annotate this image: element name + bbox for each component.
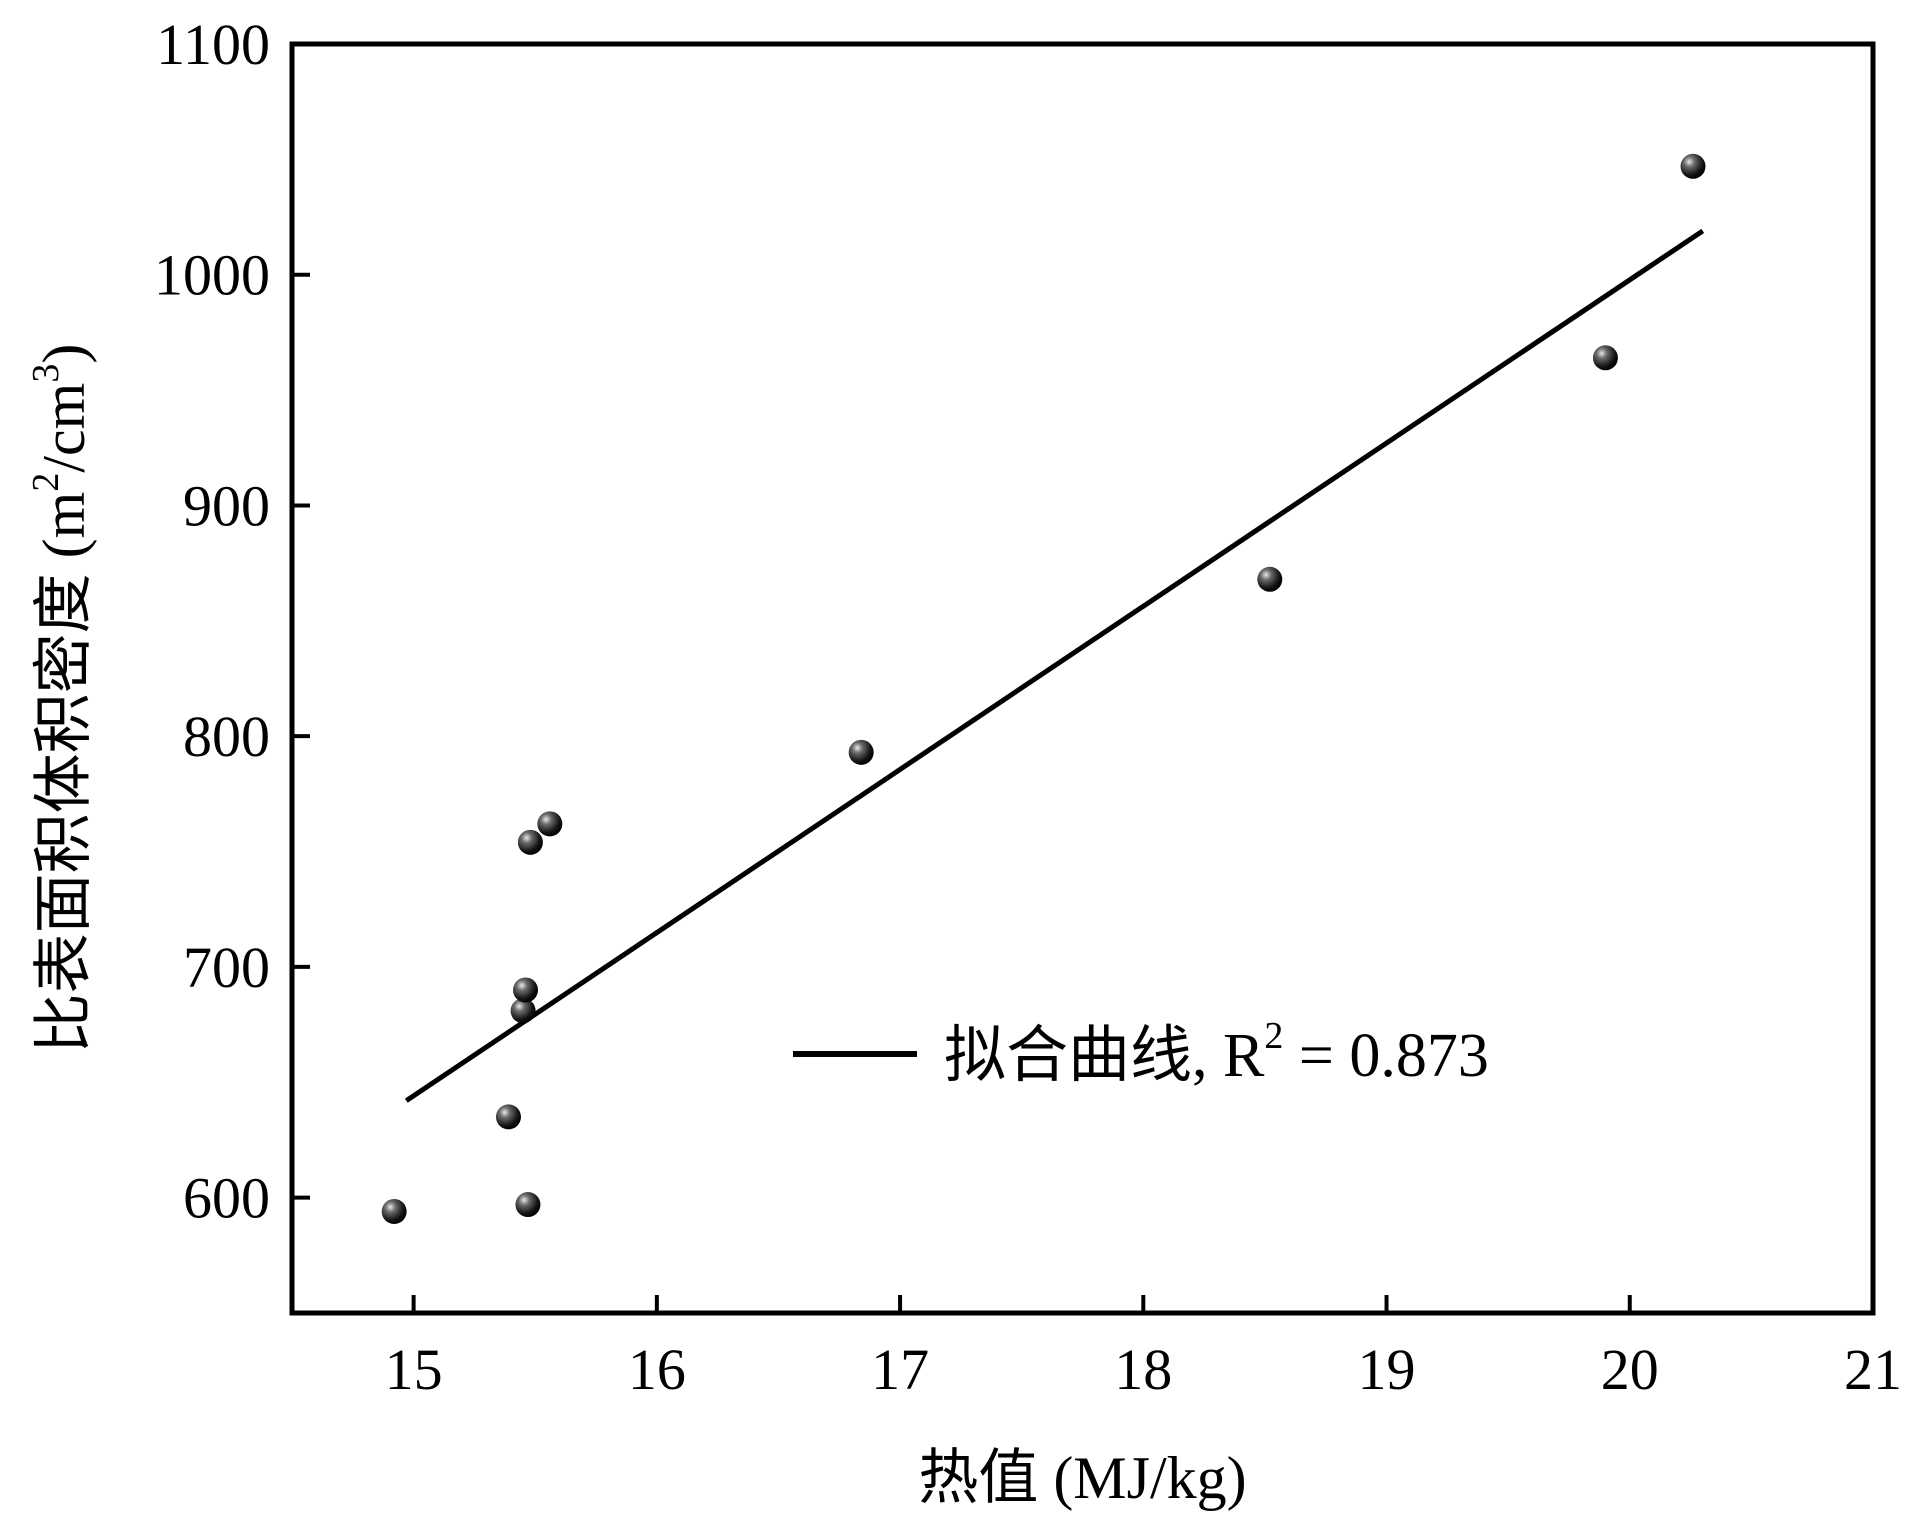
y-tick-label: 900 xyxy=(183,473,270,538)
y-tick-label: 800 xyxy=(183,704,270,769)
y-tick-label: 600 xyxy=(183,1166,270,1231)
y-tick-label: 1100 xyxy=(156,12,270,77)
x-tick-label: 19 xyxy=(1358,1337,1416,1402)
y-axis-title-sup1: 2 xyxy=(25,473,67,492)
legend-label-main: 拟合曲线, R xyxy=(944,1022,1265,1090)
y-axis-title-mid: /cm xyxy=(31,383,97,473)
y-tick-label: 700 xyxy=(183,935,270,1000)
x-tick-label: 20 xyxy=(1601,1337,1659,1402)
data-point xyxy=(517,829,543,855)
legend: 拟合曲线, R2 = 0.873 xyxy=(793,1015,1489,1090)
x-tick-label: 15 xyxy=(385,1337,443,1402)
legend-label-value: = 0.873 xyxy=(1283,1022,1488,1090)
data-point xyxy=(848,739,874,765)
legend-label-sup: 2 xyxy=(1264,1015,1283,1057)
y-axis-title-sup2: 3 xyxy=(25,364,67,383)
y-tick-label: 1000 xyxy=(154,243,270,308)
x-axis-title: 热值 (MJ/kg) xyxy=(918,1445,1246,1511)
data-point xyxy=(1680,153,1706,179)
x-tick-label: 17 xyxy=(871,1337,929,1402)
data-point xyxy=(1592,345,1618,371)
x-axis: 15 16 17 18 19 20 21 xyxy=(385,1295,1902,1402)
y-axis-title-main: 比表面积体积密度 (m xyxy=(31,492,97,1054)
data-point xyxy=(381,1198,407,1224)
x-tick-label: 16 xyxy=(628,1337,686,1402)
legend-label: 拟合曲线, R2 = 0.873 xyxy=(944,1015,1489,1090)
y-axis-title-end: ) xyxy=(31,344,97,364)
y-axis: 600 700 800 900 1000 1100 xyxy=(154,12,310,1231)
fit-line xyxy=(404,228,1705,1103)
data-point xyxy=(515,1192,541,1218)
y-axis-title: 比表面积体积密度 (m2/cm3) xyxy=(25,344,97,1054)
data-point xyxy=(513,977,539,1003)
data-point xyxy=(510,998,536,1024)
data-points xyxy=(381,153,1706,1224)
x-tick-label: 18 xyxy=(1114,1337,1172,1402)
x-tick-label: 21 xyxy=(1844,1337,1902,1402)
plot-frame xyxy=(289,41,1876,1316)
data-point xyxy=(1257,566,1283,592)
data-point xyxy=(537,811,563,837)
data-point xyxy=(495,1104,521,1130)
